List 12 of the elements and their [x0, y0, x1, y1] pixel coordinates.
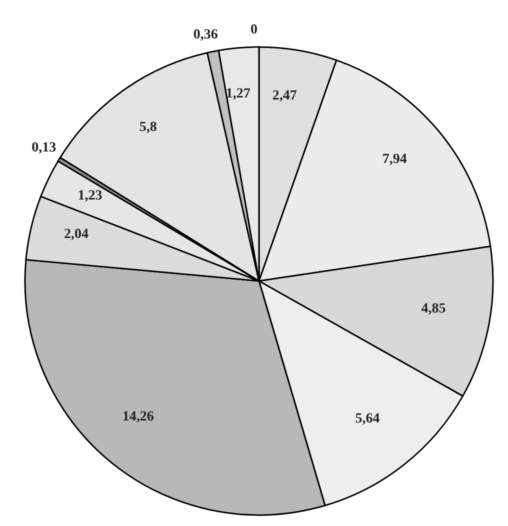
data-label: 1,23 — [78, 188, 102, 204]
data-label: 5,64 — [355, 411, 380, 426]
data-label: 4,85 — [421, 302, 446, 317]
data-label: 2,04 — [64, 226, 89, 242]
data-label: 7,94 — [382, 152, 407, 168]
text: 0 — [250, 22, 258, 38]
data-label: 2,47 — [272, 88, 297, 104]
data-label: 1,27 — [226, 86, 250, 102]
data-label: 0,36 — [193, 27, 218, 42]
data-label: 5,8 — [139, 120, 157, 135]
data-label: 0,13 — [32, 140, 56, 156]
data-label: 14,26 — [122, 410, 154, 425]
